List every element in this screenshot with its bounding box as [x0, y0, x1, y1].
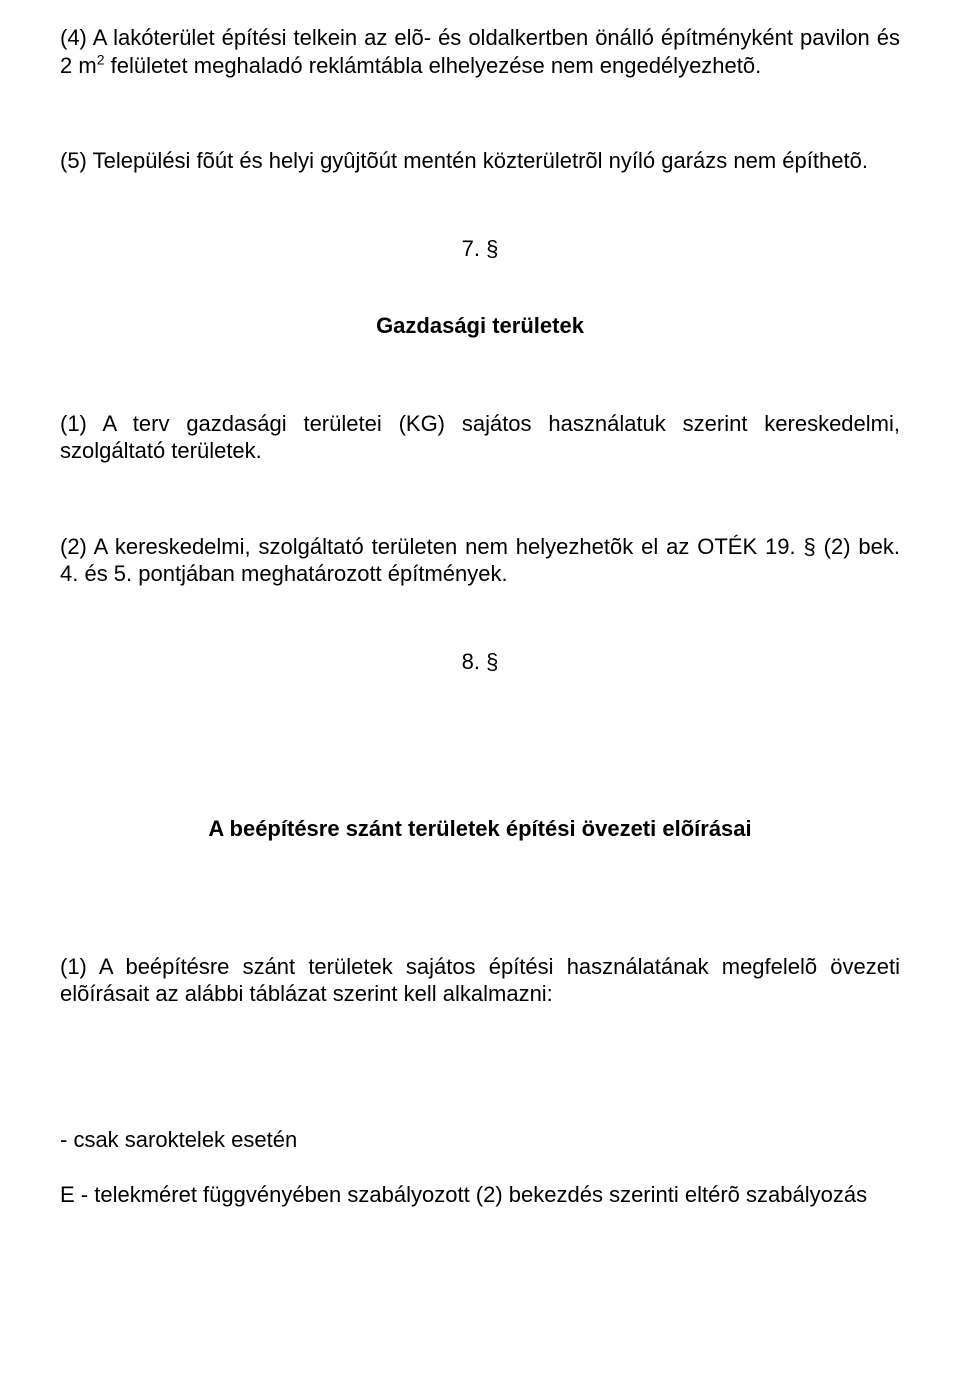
section-8-title-text: A beépítésre szánt területek építési öve…	[208, 816, 751, 841]
section-7-title-text: Gazdasági területek	[376, 313, 584, 338]
paragraph-5: (5) Települési fõút és helyi gyûjtõút me…	[60, 147, 900, 175]
note-telekmeret: E - telekméret függvényében szabályozott…	[60, 1181, 900, 1209]
section-8-paragraph-1-text: (1) A beépítésre szánt területek sajátos…	[60, 954, 900, 1007]
section-8-number-text: 8. §	[462, 649, 499, 674]
section-8-number: 8. §	[60, 648, 900, 676]
paragraph-4: (4) A lakóterület építési telkein az elõ…	[60, 24, 900, 79]
note-saroktelek: - csak saroktelek esetén	[60, 1126, 900, 1154]
document-page: (4) A lakóterület építési telkein az elõ…	[0, 0, 960, 1379]
paragraph-5-text: (5) Települési fõút és helyi gyûjtõút me…	[60, 148, 868, 173]
section-7-paragraph-1: (1) A terv gazdasági területei (KG) sajá…	[60, 410, 900, 465]
section-7-paragraph-2: (2) A kereskedelmi, szolgáltató területe…	[60, 533, 900, 588]
section-7-paragraph-2-text: (2) A kereskedelmi, szolgáltató területe…	[60, 534, 900, 587]
note-telekmeret-text: E - telekméret függvényében szabályozott…	[60, 1182, 867, 1207]
section-7-title: Gazdasági területek	[60, 312, 900, 340]
section-7-number-text: 7. §	[462, 236, 499, 261]
paragraph-4-text-b: felületet meghaladó reklámtábla elhelyez…	[104, 53, 761, 78]
section-8-paragraph-1: (1) A beépítésre szánt területek sajátos…	[60, 953, 900, 1008]
section-8-title: A beépítésre szánt területek építési öve…	[60, 815, 900, 843]
section-7-number: 7. §	[60, 235, 900, 263]
note-saroktelek-text: - csak saroktelek esetén	[60, 1127, 297, 1152]
section-7-paragraph-1-text: (1) A terv gazdasági területei (KG) sajá…	[60, 411, 900, 464]
